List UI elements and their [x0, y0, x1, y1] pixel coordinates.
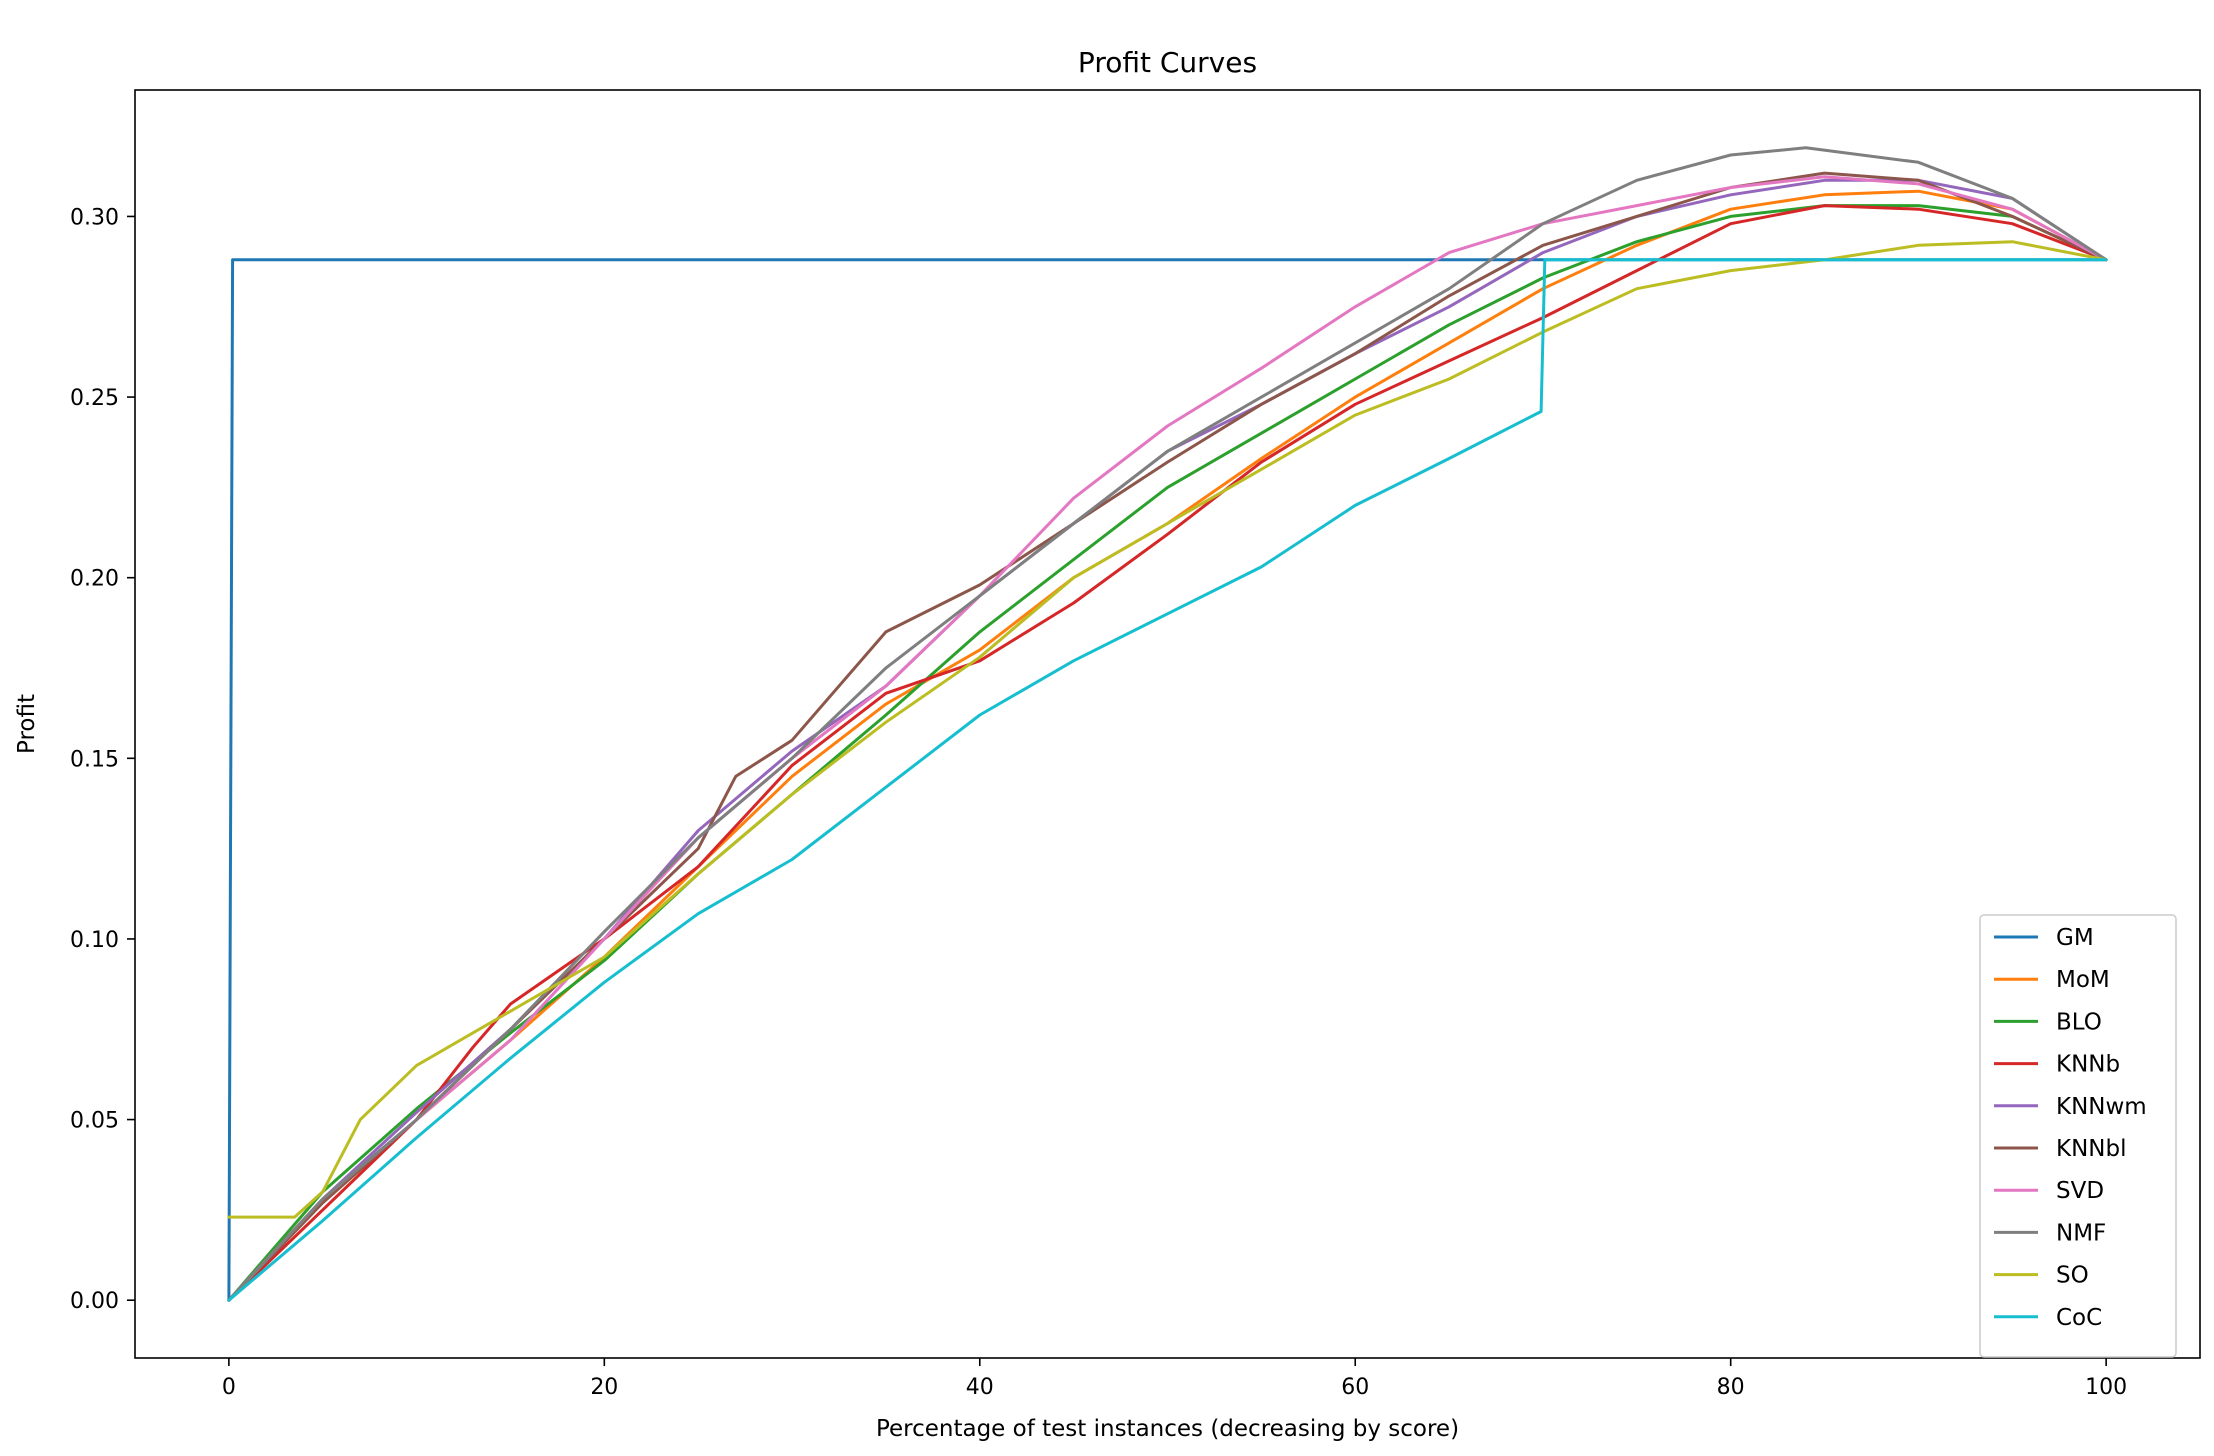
legend-label-coc: CoC	[2056, 1305, 2102, 1331]
y-tick-label: 0.30	[70, 205, 119, 230]
series-line-knnwm	[227, 178, 2108, 1302]
x-tick-label: 0	[222, 1375, 236, 1400]
x-tick-label: 60	[1341, 1375, 1369, 1400]
series-line-knnbl	[227, 171, 2108, 1302]
x-tick-label: 100	[2085, 1375, 2127, 1400]
series-line-gm	[227, 258, 2108, 1302]
x-axis-label: Percentage of test instances (decreasing…	[876, 1416, 1459, 1442]
series-line-so	[227, 240, 2108, 1219]
y-tick-label: 0.10	[70, 928, 119, 953]
y-tick-label: 0.05	[70, 1109, 119, 1134]
plot-area	[227, 146, 2108, 1302]
y-axis-label: Profit	[14, 694, 40, 754]
series-line-blo	[227, 204, 2108, 1302]
axes-frame	[134, 89, 2201, 1359]
legend-box	[1979, 914, 2177, 1358]
y-tick-label: 0.00	[70, 1289, 119, 1314]
legend-label-knnbl: KNNbl	[2056, 1136, 2126, 1162]
legend-label-mom: MoM	[2056, 967, 2110, 993]
x-tick-label: 20	[590, 1375, 618, 1400]
x-tick-label: 80	[1717, 1375, 1745, 1400]
series-line-mom	[227, 189, 2108, 1302]
series-line-coc	[227, 258, 2108, 1302]
legend: GM MoM BLO KNNb KNNwm KNNbl SVD NMF SO CoC	[1979, 914, 2177, 1358]
legend-label-so: SO	[2056, 1263, 2089, 1289]
x-axis-ticks: 0 20 40 60 80 100	[222, 1358, 2127, 1400]
legend-label-knnb: KNNb	[2056, 1052, 2120, 1078]
legend-label-svd: SVD	[2056, 1178, 2104, 1204]
legend-label-blo: BLO	[2056, 1009, 2102, 1035]
y-tick-label: 0.20	[70, 567, 119, 592]
y-axis-ticks: 0.00 0.05 0.10 0.15 0.20 0.25 0.30	[70, 205, 135, 1314]
y-tick-label: 0.25	[70, 386, 119, 411]
legend-label-knnwm: KNNwm	[2056, 1094, 2147, 1120]
series-line-svd	[227, 175, 2108, 1302]
series-line-knnb	[227, 204, 2108, 1302]
legend-label-gm: GM	[2056, 925, 2094, 951]
legend-label-nmf: NMF	[2056, 1220, 2106, 1246]
chart-title: Profit Curves	[1078, 46, 1257, 79]
x-tick-label: 40	[966, 1375, 994, 1400]
series-line-nmf	[227, 146, 2108, 1302]
y-tick-label: 0.15	[70, 747, 119, 772]
